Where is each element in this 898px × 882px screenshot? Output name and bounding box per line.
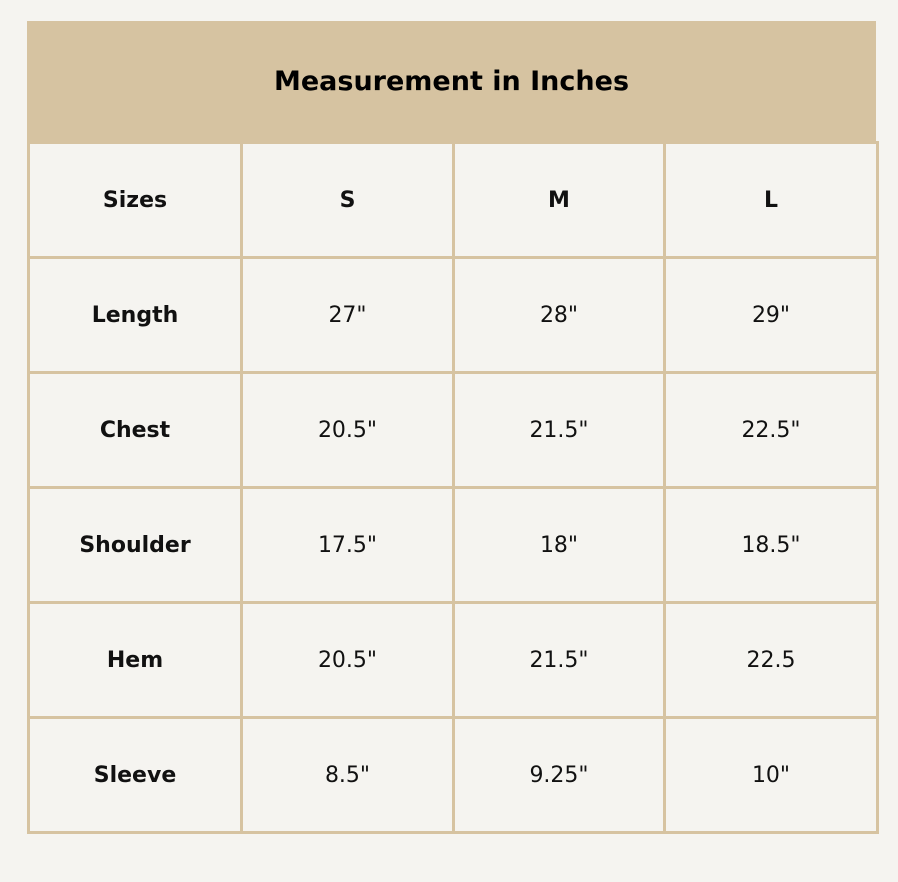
table-cell: 9.25" [452, 716, 666, 834]
table-cell: 27" [240, 256, 455, 374]
table-row: Shoulder 17.5" 18" 18.5" [27, 486, 879, 604]
row-label: Sleeve [27, 716, 243, 834]
table-cell: M [452, 141, 666, 259]
table-cell: L [663, 141, 879, 259]
table-cell: 22.5" [663, 371, 879, 489]
table-cell: 18.5" [663, 486, 879, 604]
table-cell: 10" [663, 716, 879, 834]
row-label: Shoulder [27, 486, 243, 604]
row-label: Chest [27, 371, 243, 489]
table-cell: 21.5" [452, 371, 666, 489]
table-cell: 18" [452, 486, 666, 604]
table-row: Chest 20.5" 21.5" 22.5" [27, 371, 879, 489]
row-label: Length [27, 256, 243, 374]
header-row: Sizes S M L [27, 141, 879, 259]
table-cell: 8.5" [240, 716, 455, 834]
table-cell: 20.5" [240, 371, 455, 489]
row-label: Hem [27, 601, 243, 719]
table-cell: S [240, 141, 455, 259]
table-cell: 22.5 [663, 601, 879, 719]
table-row: Sleeve 8.5" 9.25" 10" [27, 716, 879, 834]
table-row: Hem 20.5" 21.5" 22.5 [27, 601, 879, 719]
table-row: Length 27" 28" 29" [27, 256, 879, 374]
table-cell: 29" [663, 256, 879, 374]
table-cell: 21.5" [452, 601, 666, 719]
table-cell: 20.5" [240, 601, 455, 719]
size-chart: Measurement in Inches Sizes S M L Length 27" 2… [27, 21, 879, 853]
row-label: Sizes [27, 141, 243, 259]
table-cell: 17.5" [240, 486, 455, 604]
measurement-table: Sizes S M L Length 27" 28" 29" Chest 20.5" 21.5" 22… [27, 141, 879, 834]
table-cell: 28" [452, 256, 666, 374]
chart-title: Measurement in Inches [27, 21, 876, 141]
